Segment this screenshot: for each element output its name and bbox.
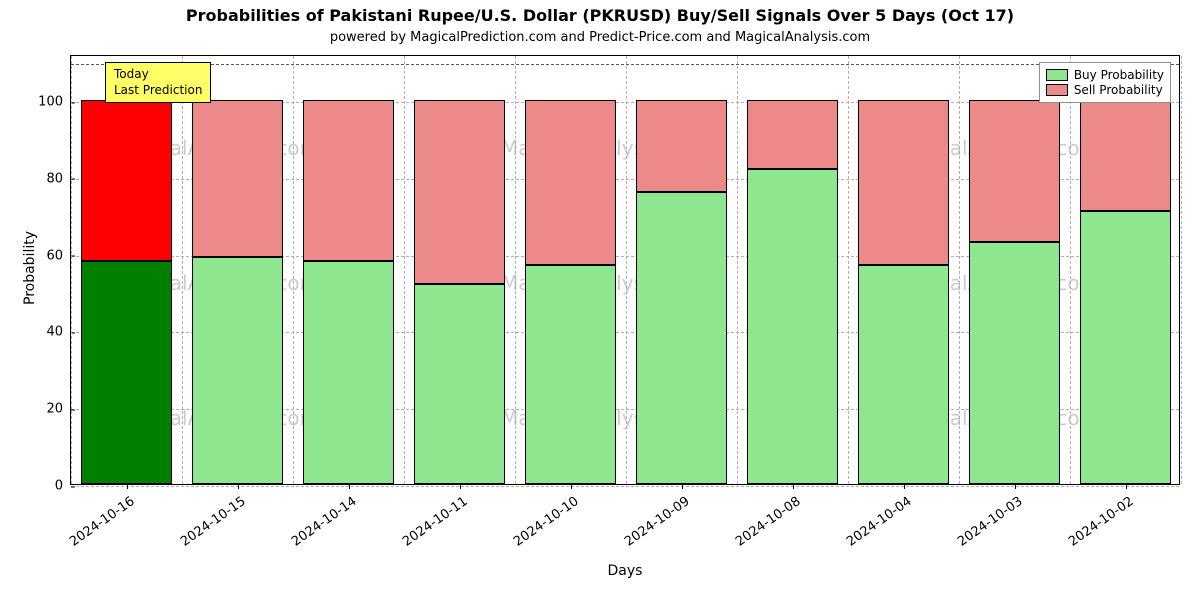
ytick-label: 60 — [46, 248, 71, 263]
xtick-mark — [127, 485, 128, 489]
xtick-label: 2024-10-10 — [507, 494, 581, 552]
xtick-label: 2024-10-03 — [951, 494, 1025, 552]
bar — [1080, 54, 1171, 484]
gridline-vertical — [71, 56, 72, 484]
gridline-vertical — [959, 56, 960, 484]
gridline-vertical — [182, 56, 183, 484]
chart-title: Probabilities of Pakistani Rupee/U.S. Do… — [0, 6, 1200, 25]
bar-buy — [1080, 211, 1171, 484]
xtick-label: 2024-10-11 — [396, 494, 470, 552]
xtick-label: 2024-10-09 — [618, 494, 692, 552]
ytick-label: 0 — [55, 479, 71, 494]
bar — [858, 54, 949, 484]
xtick-label: 2024-10-16 — [63, 494, 137, 552]
bar-buy — [81, 261, 172, 484]
xtick-mark — [349, 485, 350, 489]
ytick-label: 80 — [46, 171, 71, 186]
xtick-mark — [682, 485, 683, 489]
gridline-vertical — [1181, 56, 1182, 484]
xtick-mark — [238, 485, 239, 489]
xtick-label: 2024-10-08 — [729, 494, 803, 552]
legend-swatch — [1046, 84, 1068, 96]
bar-buy — [858, 265, 949, 484]
bar-sell — [747, 100, 838, 169]
bar-buy — [969, 242, 1060, 484]
x-axis-label: Days — [70, 563, 1180, 579]
bar — [525, 54, 616, 484]
bar-sell — [969, 100, 1060, 242]
ytick-label: 20 — [46, 402, 71, 417]
chart-subtitle: powered by MagicalPrediction.com and Pre… — [0, 30, 1200, 45]
chart-container: Probabilities of Pakistani Rupee/U.S. Do… — [0, 0, 1200, 600]
bar — [192, 54, 283, 484]
legend-item: Sell Probability — [1046, 83, 1164, 97]
gridline-vertical — [515, 56, 516, 484]
bar — [81, 54, 172, 484]
bar-buy — [747, 169, 838, 484]
bar — [303, 54, 394, 484]
bar-buy — [192, 257, 283, 484]
gridline-vertical — [404, 56, 405, 484]
gridline-vertical — [737, 56, 738, 484]
bar — [636, 54, 727, 484]
legend-swatch — [1046, 69, 1068, 81]
legend: Buy ProbabilitySell Probability — [1039, 62, 1171, 103]
bar-buy — [525, 265, 616, 484]
xtick-mark — [460, 485, 461, 489]
xtick-label: 2024-10-02 — [1062, 494, 1136, 552]
bar-buy — [414, 284, 505, 484]
legend-item: Buy Probability — [1046, 68, 1164, 82]
ytick-label: 100 — [38, 95, 71, 110]
bar-sell — [414, 100, 505, 284]
today-annotation: TodayLast Prediction — [105, 62, 211, 103]
bar-sell — [192, 100, 283, 257]
bar — [969, 54, 1060, 484]
bar — [414, 54, 505, 484]
bar-sell — [1080, 100, 1171, 211]
bar-sell — [81, 100, 172, 261]
gridline-vertical — [1070, 56, 1071, 484]
xtick-mark — [1015, 485, 1016, 489]
xtick-label: 2024-10-14 — [285, 494, 359, 552]
bar-sell — [636, 100, 727, 192]
legend-label: Sell Probability — [1074, 83, 1163, 97]
xtick-mark — [793, 485, 794, 489]
xtick-label: 2024-10-15 — [174, 494, 248, 552]
gridline-vertical — [626, 56, 627, 484]
bar-buy — [636, 192, 727, 484]
gridline-vertical — [293, 56, 294, 484]
xtick-mark — [904, 485, 905, 489]
bar-buy — [303, 261, 394, 484]
plot-area: MagicalAnalysis.comMagicalAnalysis.comMa… — [70, 55, 1180, 485]
bar-sell — [525, 100, 616, 265]
today-annotation-line1: Today — [114, 67, 202, 83]
gridline-vertical — [848, 56, 849, 484]
xtick-label: 2024-10-04 — [840, 494, 914, 552]
xtick-mark — [571, 485, 572, 489]
legend-label: Buy Probability — [1074, 68, 1164, 82]
today-annotation-line2: Last Prediction — [114, 83, 202, 99]
bar — [747, 54, 838, 484]
bar-sell — [858, 100, 949, 265]
xtick-mark — [1126, 485, 1127, 489]
y-axis-label: Probability — [22, 231, 38, 305]
ytick-label: 40 — [46, 325, 71, 340]
bar-sell — [303, 100, 394, 261]
